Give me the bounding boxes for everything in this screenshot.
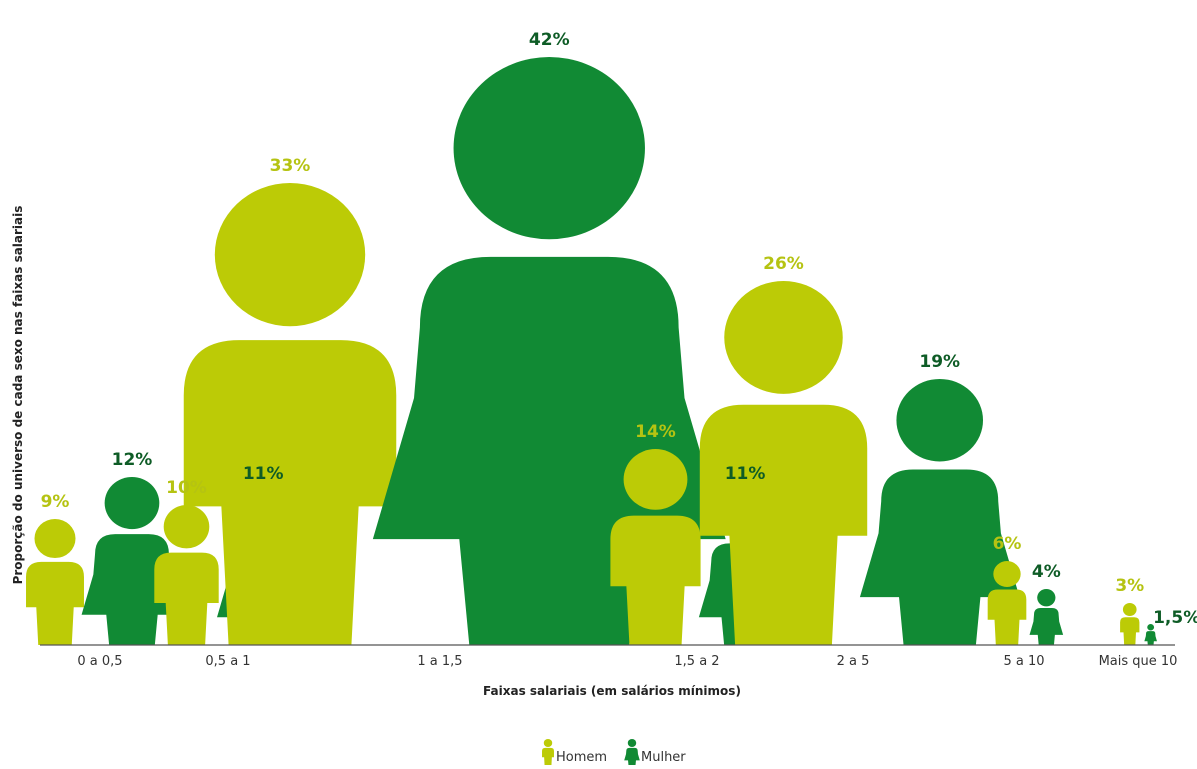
y-axis-title: Proporção do universo de cada sexo nas f… xyxy=(11,206,25,585)
mulher-figure-5 xyxy=(1029,589,1064,645)
mulher-value-label-6: 1,5% xyxy=(1153,608,1197,628)
homem-figure-4 xyxy=(699,281,868,645)
homem-figure-5 xyxy=(987,561,1027,645)
homem-value-label-3: 14% xyxy=(635,422,676,442)
homem-value-label-2: 33% xyxy=(270,156,311,176)
homem-value-label-0: 9% xyxy=(41,492,70,512)
legend-homem-label: Homem xyxy=(556,750,607,765)
category-labels: 0 a 0,5 0,5 a 1 1 a 1,5 1,5 a 2 2 a 5 5 a 10 M… xyxy=(77,654,1177,669)
figure-marks xyxy=(26,57,1157,645)
mulher-value-label-2: 42% xyxy=(529,30,570,50)
mulher-value-label-1: 11% xyxy=(243,464,284,484)
mulher-value-label-4: 19% xyxy=(919,352,960,372)
legend-homem-figure xyxy=(542,739,554,765)
legend-mulher-label: Mulher xyxy=(641,750,686,765)
x-tick-label-1: 0,5 a 1 xyxy=(205,654,250,669)
mulher-value-label-3: 11% xyxy=(725,464,766,484)
mulher-figure-4 xyxy=(859,379,1020,645)
legend: Homem Mulher xyxy=(542,739,686,765)
homem-value-label-5: 6% xyxy=(993,534,1022,554)
mulher-value-label-0: 12% xyxy=(112,450,153,470)
homem-figure-0 xyxy=(26,519,84,645)
x-tick-label-6: Mais que 10 xyxy=(1099,654,1178,669)
x-tick-label-2: 1 a 1,5 xyxy=(417,654,462,669)
homem-value-label-4: 26% xyxy=(763,254,804,274)
homem-value-label-6: 3% xyxy=(1115,576,1144,596)
homem-figure-2 xyxy=(183,183,397,645)
legend-homem-icon xyxy=(542,739,554,765)
x-axis-title: Faixas salariais (em salários mínimos) xyxy=(483,684,741,698)
value-labels: 9% 12% 10% 11% 33% 42% 14% 11% 26% 19% 6% 4% 3% 1,5% xyxy=(41,30,1197,628)
homem-figure-3 xyxy=(610,449,701,645)
mulher-value-label-5: 4% xyxy=(1032,562,1061,582)
homem-figure-1 xyxy=(154,505,219,645)
x-tick-label-0: 0 a 0,5 xyxy=(77,654,122,669)
legend-mulher-figure xyxy=(624,739,640,765)
x-tick-label-3: 1,5 a 2 xyxy=(674,654,719,669)
homem-figure-6 xyxy=(1120,603,1140,645)
legend-mulher-icon xyxy=(624,739,640,765)
x-tick-label-4: 2 a 5 xyxy=(837,654,870,669)
homem-value-label-1: 10% xyxy=(166,478,207,498)
mulher-figure-6 xyxy=(1144,624,1157,645)
x-tick-label-5: 5 a 10 xyxy=(1003,654,1044,669)
